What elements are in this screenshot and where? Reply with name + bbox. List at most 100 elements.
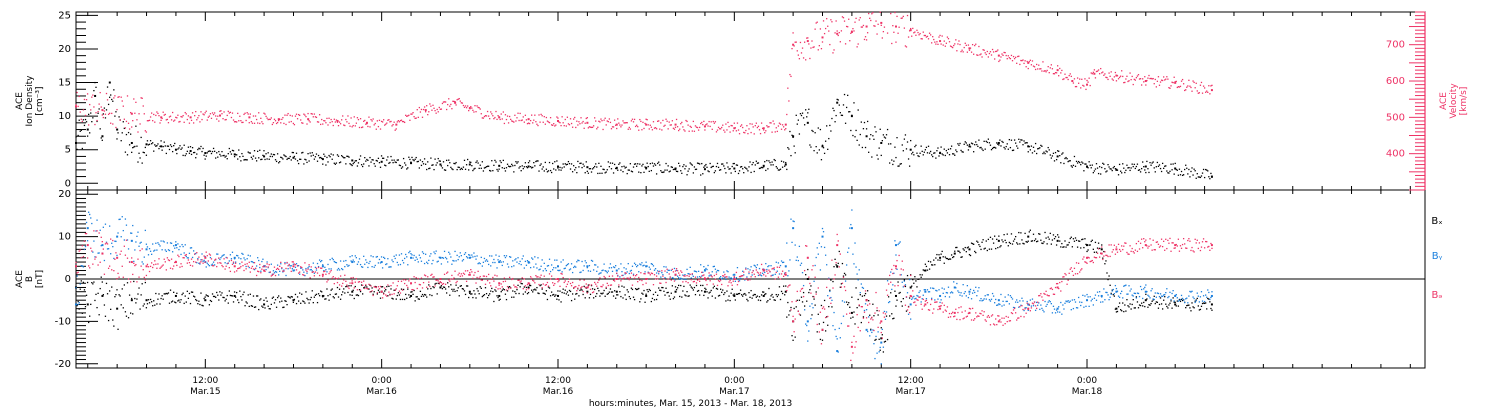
magnetic-sample-by xyxy=(1087,296,1088,297)
plasma-sample-density xyxy=(227,158,228,159)
magnetic-sample-by xyxy=(314,273,315,274)
plasma-sample-velocity xyxy=(104,110,105,111)
magnetic-sample-by xyxy=(337,269,338,270)
magnetic-sample-by xyxy=(947,292,948,293)
plasma-sample-density xyxy=(921,146,922,147)
magnetic-sample-by xyxy=(581,261,582,262)
magnetic-point-bx xyxy=(1211,303,1213,305)
plasma-sample-velocity xyxy=(1185,89,1186,90)
plasma-sample-velocity xyxy=(874,26,875,27)
plasma-sample-velocity xyxy=(677,126,678,127)
plasma-sample-velocity xyxy=(1104,73,1105,74)
plasma-sample-density xyxy=(77,135,78,136)
plasma-sample-velocity xyxy=(222,118,223,119)
magnetic-sample-by xyxy=(673,278,674,279)
plasma-sample-velocity xyxy=(221,113,222,114)
plasma-sample-velocity xyxy=(798,54,799,55)
plasma-sample-velocity xyxy=(475,111,476,112)
plasma-sample-velocity xyxy=(1148,75,1149,76)
plasma-y2-axis-label: ACE xyxy=(1439,92,1449,110)
plasma-sample-density xyxy=(934,152,935,153)
plasma-sample-velocity xyxy=(793,45,794,46)
magnetic-sample-by xyxy=(458,259,459,260)
magnetic-sample-by xyxy=(449,253,450,254)
plasma-sample-density xyxy=(274,154,275,155)
plasma-sample-density xyxy=(937,147,938,148)
magnetic-sample-by xyxy=(921,301,922,302)
plasma-sample-velocity xyxy=(1163,76,1164,77)
magnetic-sample-by xyxy=(1111,294,1112,295)
plasma-sample-density xyxy=(1123,168,1124,169)
plasma-sample-velocity xyxy=(892,25,893,26)
plasma-sample-velocity xyxy=(1108,72,1109,73)
magnetic-sample-by xyxy=(360,264,361,265)
magnetic-sample-by xyxy=(870,330,871,331)
plasma-sample-velocity xyxy=(931,42,932,43)
plasma-sample-velocity xyxy=(864,39,865,40)
plasma-sample-density xyxy=(264,159,265,160)
plasma-sample-density xyxy=(295,158,296,159)
magnetic-sample-bx xyxy=(671,293,672,294)
plasma-sample-velocity xyxy=(190,117,191,118)
plasma-sample-density xyxy=(791,135,792,136)
plasma-sample-density xyxy=(556,160,557,161)
magnetic-sample-by xyxy=(1200,296,1201,297)
magnetic-point-bx xyxy=(675,291,677,293)
magnetic-sample-by xyxy=(915,298,916,299)
magnetic-sample-by xyxy=(111,243,112,244)
magnetic-sample-bx xyxy=(893,318,894,319)
plasma-sample-velocity xyxy=(510,119,511,120)
plasma-sample-velocity xyxy=(357,117,358,118)
plasma-sample-density xyxy=(951,146,952,147)
magnetic-sample-bx xyxy=(1063,246,1064,247)
plasma-sample-density xyxy=(555,169,556,170)
plasma-sample-velocity xyxy=(973,54,974,55)
plasma-sample-velocity xyxy=(529,123,530,124)
magnetic-sample-bx xyxy=(598,290,599,291)
magnetic-sample-by xyxy=(454,251,455,252)
plasma-sample-density xyxy=(419,167,420,168)
plasma-sample-density xyxy=(1160,168,1161,169)
magnetic-sample-by xyxy=(175,241,176,242)
plasma-sample-density xyxy=(494,160,495,161)
plasma-sample-density xyxy=(876,155,877,156)
plasma-sample-velocity xyxy=(859,19,860,20)
magnetic-sample-by xyxy=(572,272,573,273)
plasma-sample-velocity xyxy=(409,120,410,121)
plasma-sample-density xyxy=(1179,169,1180,170)
plasma-sample-density xyxy=(699,163,700,164)
plasma-sample-velocity xyxy=(758,126,759,127)
magnetic-sample-by xyxy=(400,264,401,265)
plasma-sample-velocity xyxy=(910,28,911,29)
plasma-sample-density xyxy=(734,163,735,164)
magnetic-sample-by xyxy=(392,261,393,262)
magnetic-sample-bx xyxy=(513,297,514,298)
plasma-sample-velocity xyxy=(862,26,863,27)
plasma-sample-density xyxy=(495,161,496,162)
magnetic-sample-bx xyxy=(409,297,410,298)
plasma-sample-velocity xyxy=(232,112,233,113)
plasma-sample-density xyxy=(599,173,600,174)
magnetic-sample-bx xyxy=(243,292,244,293)
plasma-sample-velocity xyxy=(256,119,257,120)
plasma-sample-velocity xyxy=(830,19,831,20)
plasma-point-density xyxy=(351,159,353,161)
magnetic-sample-by xyxy=(1166,288,1167,289)
plasma-sample-velocity xyxy=(421,109,422,110)
x-tick-label-time: 12:00 xyxy=(545,376,571,386)
plasma-y-tick-label: 10 xyxy=(58,111,71,122)
plasma-sample-velocity xyxy=(369,126,370,127)
magnetic-sample-bx xyxy=(1065,246,1066,247)
magnetic-sample-by xyxy=(707,265,708,266)
plasma-sample-density xyxy=(335,164,336,165)
magnetic-sample-bx xyxy=(1168,304,1169,305)
plasma-sample-density xyxy=(85,119,86,120)
magnetic-sample-bx xyxy=(132,313,133,314)
plasma-sample-density xyxy=(705,164,706,165)
magnetic-sample-by xyxy=(811,303,812,304)
magnetic-sample-bx xyxy=(964,249,965,250)
plasma-sample-velocity xyxy=(299,115,300,116)
magnetic-sample-by xyxy=(1116,288,1117,289)
magnetic-sample-by xyxy=(956,283,957,284)
magnetic-sample-by xyxy=(887,280,888,281)
